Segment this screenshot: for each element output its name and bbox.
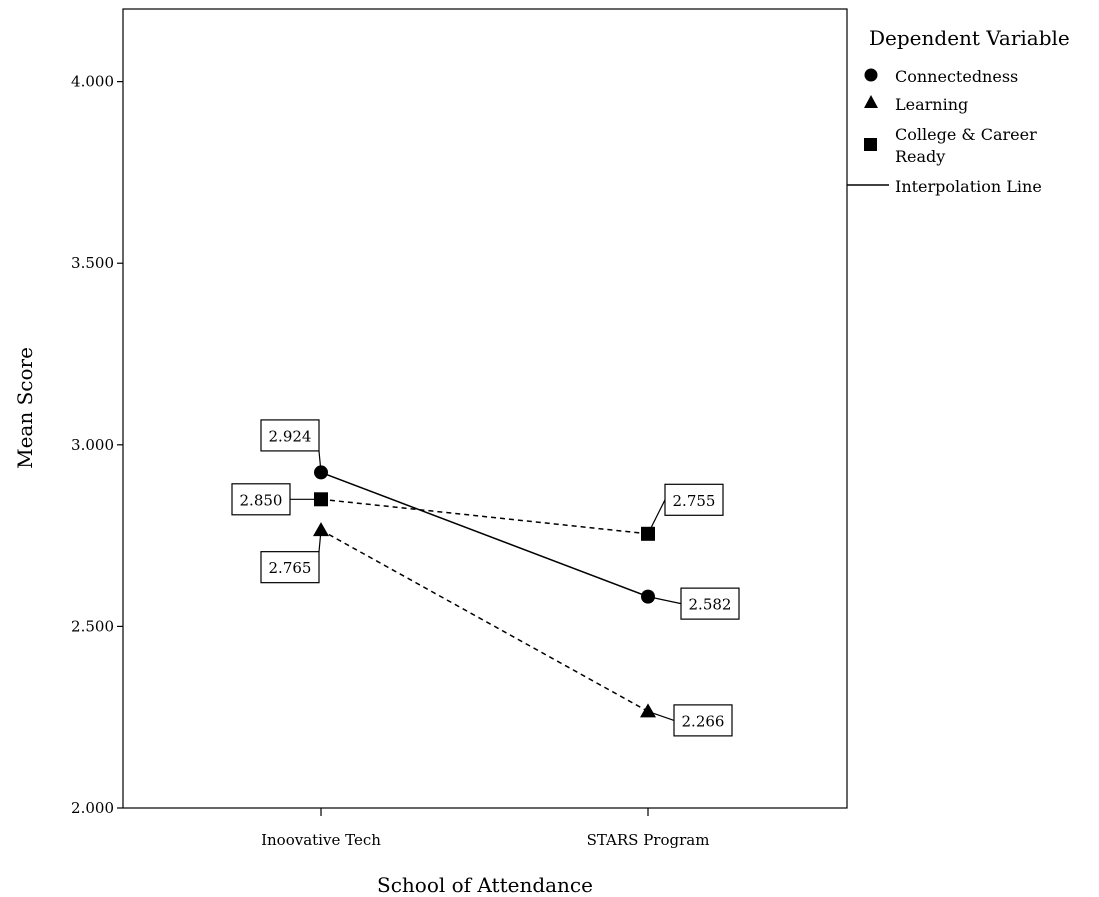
x-tick-label: STARS Program — [587, 831, 710, 849]
legend-title: Dependent Variable — [869, 26, 1070, 50]
data-labels-layer: 2.924 2.582 2.765 2.266 2.850 2.755 — [232, 420, 739, 736]
data-label-leader — [648, 500, 665, 534]
x-tick-label: Inoovative Tech — [261, 831, 381, 849]
plot-frame — [123, 9, 847, 808]
legend-marker-connectedness — [865, 69, 878, 82]
y-axis-title: Mean Score — [13, 347, 37, 469]
data-point-learning — [640, 703, 656, 717]
axes-layer: 2.000 2.500 3.000 3.500 4.000 Inoovative Tech… — [71, 73, 709, 849]
x-axis-title: School of Attendance — [377, 873, 593, 897]
legend: Dependent Variable Connectedness Learnin… — [847, 26, 1070, 196]
series-layer — [313, 465, 656, 717]
y-tick-label: 4.000 — [71, 73, 114, 91]
y-tick-label: 2.000 — [71, 799, 114, 817]
legend-label-learning: Learning — [895, 95, 968, 114]
data-label-learning: 2.266 — [682, 712, 725, 730]
legend-marker-college-career — [864, 138, 877, 151]
legend-label-connectedness: Connectedness — [895, 67, 1018, 86]
series-line-learning — [321, 530, 648, 711]
series-line-college-career-ready — [321, 499, 648, 534]
legend-marker-learning — [864, 95, 878, 108]
y-tick-label: 2.500 — [71, 617, 114, 635]
data-label-college-career-ready: 2.755 — [673, 492, 716, 510]
y-tick-label: 3.500 — [71, 254, 114, 272]
legend-label-college-career: College & Career Ready — [895, 125, 1042, 166]
series-line-connectedness — [321, 472, 648, 596]
data-label-learning: 2.765 — [269, 559, 312, 577]
data-label-connectedness: 2.582 — [689, 596, 732, 614]
data-label-college-career-ready: 2.850 — [240, 491, 283, 509]
legend-label-interpolation: Interpolation Line — [895, 177, 1042, 196]
data-label-connectedness: 2.924 — [269, 427, 312, 445]
y-tick-label: 3.000 — [71, 436, 114, 454]
